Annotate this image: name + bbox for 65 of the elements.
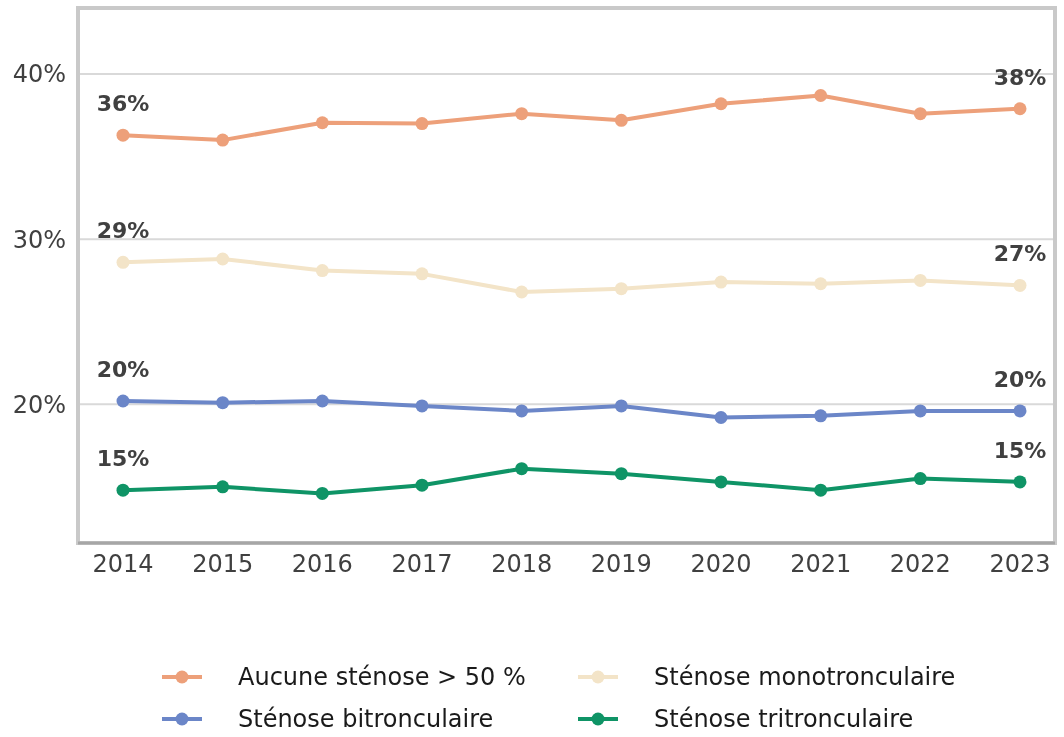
point xyxy=(913,404,927,418)
point xyxy=(814,277,828,291)
point xyxy=(714,411,728,425)
point xyxy=(714,275,728,289)
point xyxy=(913,273,927,287)
point xyxy=(515,404,529,418)
point xyxy=(315,394,329,408)
x-tick-label: 2017 xyxy=(391,550,453,578)
point xyxy=(216,396,230,410)
point xyxy=(315,264,329,278)
x-tick-label: 2022 xyxy=(889,550,951,578)
point xyxy=(614,399,628,413)
annotation: 20% xyxy=(96,356,150,382)
point xyxy=(315,116,329,130)
point xyxy=(216,480,230,494)
point xyxy=(315,486,329,500)
point xyxy=(515,285,529,299)
x-tick-label: 2016 xyxy=(291,550,353,578)
point xyxy=(415,267,429,281)
point xyxy=(116,255,130,269)
x-tick-label: 2015 xyxy=(192,550,254,578)
legend-label: Sténose monotronculaire xyxy=(654,663,956,692)
point xyxy=(515,107,529,121)
point xyxy=(116,483,130,497)
point xyxy=(814,409,828,423)
annotation: 36% xyxy=(96,91,150,117)
point xyxy=(614,467,628,481)
point xyxy=(116,128,130,142)
y-tick-label: 30% xyxy=(12,225,66,254)
point xyxy=(1013,404,1027,418)
y-tick-label: 40% xyxy=(12,60,66,89)
annotation: 20% xyxy=(993,366,1047,392)
annotation: 15% xyxy=(993,437,1047,463)
annotation: 27% xyxy=(993,241,1047,267)
point xyxy=(415,478,429,492)
x-tick-label: 2018 xyxy=(491,550,553,578)
x-tick-label: 2019 xyxy=(590,550,652,578)
x-tick-label: 2014 xyxy=(92,550,154,578)
point xyxy=(1013,278,1027,292)
legend-label: Aucune sténose > 50 % xyxy=(238,663,526,692)
x-tick-label: 2020 xyxy=(690,550,752,578)
point xyxy=(614,113,628,127)
point xyxy=(714,97,728,111)
legend-label: Sténose tritronculaire xyxy=(654,705,914,734)
annotation: 15% xyxy=(96,446,150,472)
point xyxy=(814,483,828,497)
point xyxy=(216,252,230,266)
point xyxy=(216,133,230,147)
point xyxy=(116,394,130,408)
annotation: 29% xyxy=(96,218,150,244)
point xyxy=(913,472,927,486)
point xyxy=(415,399,429,413)
point xyxy=(614,282,628,296)
point xyxy=(913,107,927,121)
x-tick-label: 2023 xyxy=(989,550,1051,578)
legend-label: Sténose bitronculaire xyxy=(238,705,494,734)
point xyxy=(714,475,728,489)
y-tick-label: 20% xyxy=(12,390,66,419)
annotation: 38% xyxy=(993,64,1047,90)
point xyxy=(515,462,529,476)
point xyxy=(1013,102,1027,116)
x-tick-label: 2021 xyxy=(790,550,852,578)
point xyxy=(1013,475,1027,489)
point xyxy=(814,89,828,103)
point xyxy=(415,117,429,131)
